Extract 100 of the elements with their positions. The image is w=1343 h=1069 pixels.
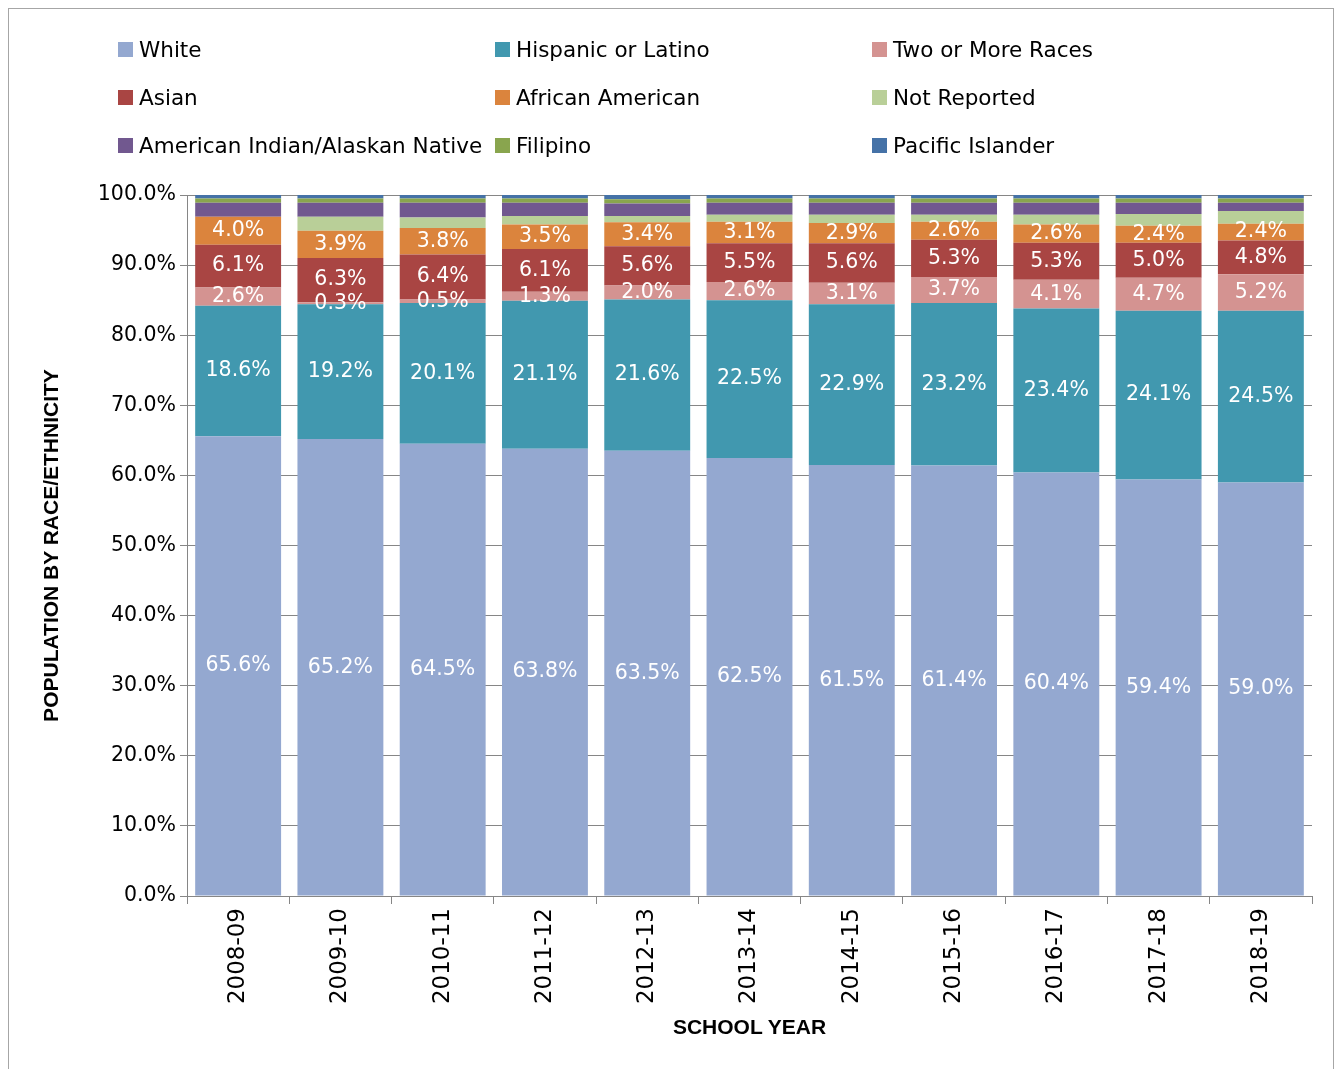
bar bbox=[911, 465, 997, 896]
data-label: 65.6% bbox=[205, 652, 271, 677]
legend-label: Filipino bbox=[516, 132, 592, 158]
bar bbox=[502, 195, 588, 199]
bar bbox=[502, 198, 588, 203]
y-tick-label: 0.0% bbox=[123, 882, 176, 907]
bar bbox=[808, 202, 895, 215]
y-tick-label: 60.0% bbox=[110, 461, 176, 486]
legend-label: African American bbox=[516, 84, 701, 110]
bar bbox=[502, 300, 588, 449]
data-label: 2.6% bbox=[1030, 219, 1083, 244]
x-tick-label: 2014-15 bbox=[836, 908, 863, 1005]
data-label: 22.9% bbox=[819, 370, 885, 395]
bar bbox=[1217, 274, 1304, 311]
x-tick-label: 2018-19 bbox=[1245, 908, 1272, 1005]
data-label: 5.3% bbox=[928, 244, 981, 269]
bar bbox=[911, 202, 997, 215]
data-label: 5.6% bbox=[621, 252, 674, 277]
bar bbox=[808, 464, 895, 896]
bar bbox=[502, 202, 588, 217]
x-tick-label: 2017-18 bbox=[1143, 908, 1170, 1005]
bar bbox=[502, 216, 588, 225]
x-tick-label: 2012-13 bbox=[632, 908, 659, 1005]
data-label: 23.4% bbox=[1023, 376, 1089, 401]
data-label: 4.7% bbox=[1132, 280, 1185, 305]
bar bbox=[399, 195, 486, 199]
data-label: 5.5% bbox=[723, 248, 776, 273]
legend-label: Hispanic or Latino bbox=[516, 36, 710, 62]
x-tick-label: 2008-09 bbox=[223, 908, 250, 1005]
bar bbox=[706, 202, 793, 215]
data-label: 21.1% bbox=[512, 361, 578, 386]
bar bbox=[399, 202, 486, 218]
bar bbox=[297, 202, 384, 217]
data-label: 3.4% bbox=[621, 220, 674, 245]
data-label: 6.3% bbox=[314, 266, 367, 291]
bar bbox=[1013, 308, 1100, 473]
bar bbox=[911, 302, 997, 466]
bar bbox=[399, 443, 486, 896]
data-label: 2.4% bbox=[1132, 220, 1185, 245]
y-tick-label: 10.0% bbox=[110, 812, 176, 837]
data-label: 59.4% bbox=[1126, 673, 1192, 698]
data-label: 6.1% bbox=[518, 256, 571, 281]
bar bbox=[1013, 202, 1100, 215]
bar bbox=[1115, 479, 1202, 896]
bar bbox=[911, 195, 997, 199]
x-tick-label: 2015-16 bbox=[939, 908, 966, 1005]
data-label: 3.8% bbox=[416, 227, 469, 252]
data-label: 3.7% bbox=[928, 276, 981, 301]
data-label: 0.5% bbox=[416, 287, 469, 312]
data-label: 23.2% bbox=[921, 370, 987, 395]
y-tick-label: 40.0% bbox=[110, 601, 176, 626]
bar bbox=[195, 244, 282, 288]
y-tick-label: 100.0% bbox=[97, 181, 176, 206]
bar bbox=[604, 216, 691, 223]
data-label: 5.6% bbox=[825, 249, 878, 274]
data-label: 3.9% bbox=[314, 230, 367, 255]
legend-label: American Indian/Alaskan Native bbox=[139, 132, 483, 158]
bar bbox=[297, 198, 384, 203]
y-tick-label: 30.0% bbox=[110, 672, 176, 697]
data-label: 4.0% bbox=[212, 217, 265, 242]
data-label: 4.8% bbox=[1234, 243, 1287, 268]
legend-label: Not Reported bbox=[893, 84, 1036, 110]
data-label: 60.4% bbox=[1023, 670, 1089, 695]
bar bbox=[195, 198, 282, 203]
y-tick-label: 20.0% bbox=[110, 742, 176, 767]
bar bbox=[604, 450, 691, 896]
bar bbox=[1115, 198, 1202, 203]
y-tick-label: 90.0% bbox=[110, 251, 176, 276]
bar bbox=[399, 217, 486, 228]
bar bbox=[706, 198, 793, 203]
bar bbox=[604, 199, 691, 204]
bar bbox=[1115, 202, 1202, 214]
data-label: 61.5% bbox=[819, 666, 885, 691]
x-tick-label: 2011-12 bbox=[529, 908, 556, 1005]
bar bbox=[808, 243, 895, 283]
bar bbox=[195, 305, 282, 437]
bar bbox=[808, 198, 895, 203]
bar bbox=[1217, 482, 1304, 896]
y-tick-label: 70.0% bbox=[110, 391, 176, 416]
data-label: 64.5% bbox=[410, 656, 476, 681]
data-label: 22.5% bbox=[716, 365, 783, 390]
data-label: 24.1% bbox=[1126, 381, 1192, 406]
bar bbox=[808, 304, 895, 465]
bar bbox=[399, 198, 486, 203]
legend-label: White bbox=[139, 36, 202, 62]
bar bbox=[706, 214, 793, 222]
legend-label: Asian bbox=[139, 84, 198, 110]
data-label: 2.0% bbox=[621, 278, 674, 303]
data-label: 4.1% bbox=[1030, 280, 1083, 305]
bar bbox=[604, 299, 691, 451]
bar bbox=[911, 198, 997, 203]
bar bbox=[808, 214, 895, 224]
legend-label: Two or More Races bbox=[893, 36, 1093, 62]
bar bbox=[706, 457, 793, 896]
bar bbox=[297, 216, 384, 231]
bar bbox=[1013, 195, 1100, 199]
data-label: 5.2% bbox=[1234, 278, 1287, 303]
bar bbox=[1115, 195, 1202, 199]
y-tick-label: 80.0% bbox=[110, 321, 176, 346]
data-label: 5.3% bbox=[1030, 247, 1083, 272]
